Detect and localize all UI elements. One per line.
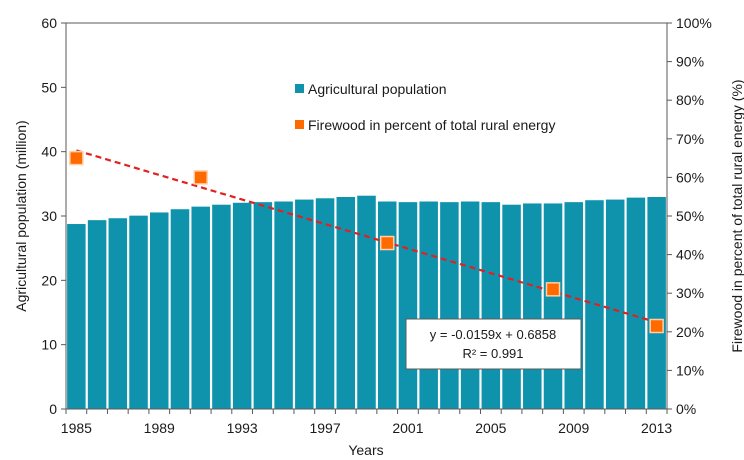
bar-1991 bbox=[190, 206, 211, 410]
bar-2009 bbox=[563, 201, 584, 410]
point-2013 bbox=[649, 318, 664, 334]
bar-2001 bbox=[398, 201, 418, 410]
bar-1995 bbox=[273, 200, 294, 410]
x-tick-label: 1997 bbox=[309, 420, 340, 436]
y2-tick-label: 80% bbox=[676, 92, 704, 108]
y-tick-label: 60 bbox=[41, 15, 57, 31]
x-tick-label: 1993 bbox=[227, 420, 258, 436]
point-1991 bbox=[193, 170, 208, 185]
y-tick-label: 10 bbox=[41, 337, 57, 353]
y-tick-label: 0 bbox=[49, 401, 57, 417]
trendline-equation-box: y = -0.0159x + 0.6858 R² = 0.991 bbox=[405, 318, 582, 370]
bar-1993 bbox=[232, 202, 253, 410]
bar-1992 bbox=[211, 204, 232, 410]
bar-2003 bbox=[439, 201, 460, 410]
y2-tick-label: 50% bbox=[676, 208, 704, 224]
bar-2012 bbox=[626, 197, 646, 410]
x-tick-label: 2005 bbox=[475, 420, 506, 436]
bar-1997 bbox=[315, 197, 335, 410]
x-axis-label: Years bbox=[348, 442, 383, 458]
x-tick-label: 2009 bbox=[558, 420, 589, 436]
y2-tick-label: 100% bbox=[676, 15, 712, 31]
bar-1999 bbox=[356, 195, 377, 410]
y2-tick-label: 0% bbox=[676, 401, 696, 417]
trendline-r-squared: R² = 0.991 bbox=[462, 346, 523, 361]
point-2000 bbox=[379, 235, 395, 251]
legend-label-firewood: Firewood in percent of total rural energ… bbox=[308, 117, 555, 133]
legend-swatch-firewood bbox=[295, 120, 304, 129]
bar-2002 bbox=[418, 200, 439, 410]
y-axis-left: 0 10 20 30 40 50 60 bbox=[41, 15, 66, 417]
y2-tick-label: 60% bbox=[676, 169, 704, 185]
y2-tick-label: 20% bbox=[676, 324, 704, 340]
bar-1985 bbox=[66, 223, 87, 410]
bar-1990 bbox=[170, 208, 190, 410]
bar-2011 bbox=[605, 198, 626, 410]
bar-2000 bbox=[377, 200, 398, 410]
bar-1988 bbox=[128, 215, 149, 410]
bar-1989 bbox=[149, 211, 170, 410]
bar-1994 bbox=[253, 201, 273, 410]
point-1985 bbox=[69, 150, 84, 166]
equation-box-frame bbox=[405, 318, 582, 370]
y-axis-right: 0% 10% 20% 30% 40% 50% 60% 70% 80% 90% 100% bbox=[667, 15, 712, 417]
x-axis: 1985 1989 1993 1997 2001 2005 2009 2013 bbox=[61, 409, 672, 436]
x-tick-label: 2001 bbox=[392, 420, 423, 436]
y-axis-label: Agricultural population (million) bbox=[13, 120, 29, 311]
y-tick-label: 20 bbox=[41, 272, 57, 288]
trendline-equation: y = -0.0159x + 0.6858 bbox=[430, 327, 556, 342]
scatter-series bbox=[69, 150, 664, 334]
bar-2005 bbox=[480, 201, 501, 410]
y2-tick-label: 70% bbox=[676, 131, 704, 147]
y2-tick-label: 10% bbox=[676, 362, 704, 378]
y2-axis-label: Firewood in percent of total rural energ… bbox=[729, 79, 744, 352]
bar-1996 bbox=[294, 198, 315, 410]
point-2008 bbox=[545, 282, 561, 297]
legend: Agricultural population Firewood in perc… bbox=[295, 81, 555, 133]
bar-2008 bbox=[543, 202, 563, 410]
bar-2006 bbox=[501, 204, 522, 410]
x-tick-label: 1985 bbox=[61, 420, 92, 436]
y-tick-label: 40 bbox=[41, 144, 57, 160]
bar-2004 bbox=[460, 200, 480, 410]
y2-tick-label: 40% bbox=[676, 247, 704, 263]
bar-2013 bbox=[646, 196, 667, 410]
bar-1986 bbox=[87, 219, 107, 410]
y-tick-label: 30 bbox=[41, 208, 57, 224]
y2-tick-label: 30% bbox=[676, 285, 704, 301]
bar-1987 bbox=[107, 217, 128, 410]
bar-series bbox=[66, 195, 667, 410]
x-tick-label: 2013 bbox=[641, 420, 672, 436]
y2-tick-label: 90% bbox=[676, 54, 704, 70]
x-tick-label: 1989 bbox=[144, 420, 175, 436]
bar-2007 bbox=[522, 202, 543, 410]
legend-label-agricultural-population: Agricultural population bbox=[308, 81, 447, 97]
legend-swatch-agricultural-population bbox=[295, 84, 304, 93]
y-tick-label: 50 bbox=[41, 79, 57, 95]
